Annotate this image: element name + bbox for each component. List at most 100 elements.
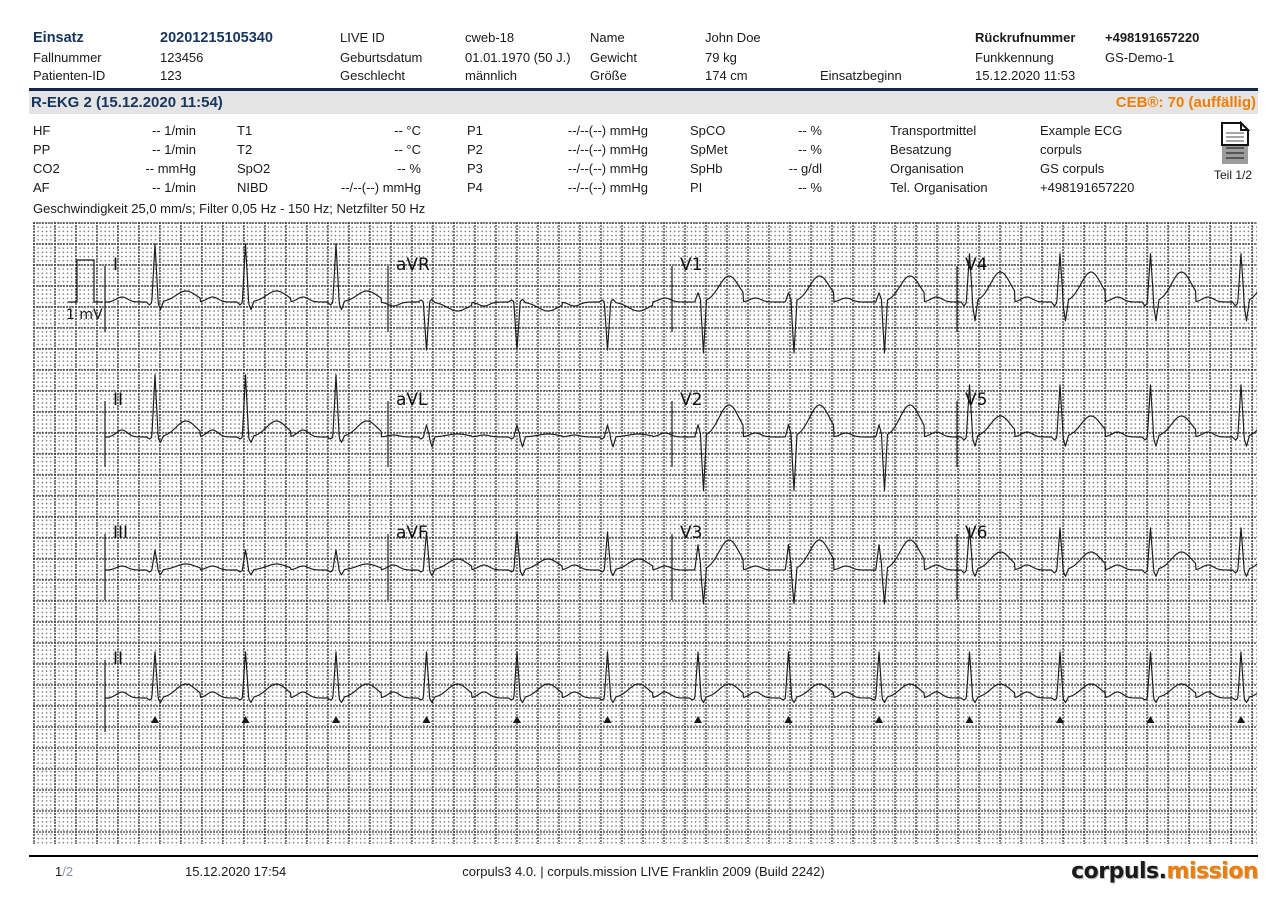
header-funkkennung-value: GS-Demo-1 (1105, 50, 1175, 65)
vital-value-spo2: -- % (397, 161, 421, 176)
header-rueckrufnummer-value: +498191657220 (1105, 30, 1200, 45)
header-geburtsdatum-value: 01.01.1970 (50 J.) (465, 50, 571, 65)
lead-label-ii: II (113, 649, 123, 669)
ecg-trace-row-4 (104, 651, 1257, 704)
vital-label-spo2: SpO2 (237, 161, 271, 176)
header-einsatzbeginn-value: 15.12.2020 11:53 (975, 68, 1076, 83)
vital-value-spmet: -- % (798, 142, 822, 157)
lead-label-v1: V1 (680, 255, 702, 275)
vital-value-spco: -- % (798, 123, 822, 138)
vital-value-hf: -- 1/min (151, 123, 196, 138)
vital-value-t1: -- °C (394, 123, 421, 138)
page-total: /2 (62, 864, 74, 879)
qrs-marker (603, 716, 612, 723)
application-info: corpuls3 4.0. | corpuls.mission LIVE Fra… (462, 864, 825, 879)
document-pages-icon (1221, 121, 1251, 164)
vital-label-besatzung: Besatzung (890, 142, 952, 157)
part-indicator: Teil 1/2 (1213, 168, 1253, 182)
vital-label-pi: PI (690, 180, 703, 195)
header-live-id-label: LIVE ID (340, 30, 385, 45)
header-groesse-value: 174 cm (705, 68, 748, 83)
qrs-marker (965, 716, 974, 723)
header-fallnummer-label: Fallnummer (33, 50, 102, 65)
corpuls-mission-logo: corpuls.mission (1071, 859, 1258, 884)
qrs-marker (151, 716, 159, 723)
qrs-marker (241, 716, 250, 723)
header-einsatz-label: Einsatz (33, 30, 84, 46)
vital-label-transportmittel: Transportmittel (890, 123, 977, 138)
logo-corpuls: corpuls. (1071, 859, 1167, 884)
qrs-marker (332, 716, 340, 723)
header-geschlecht-value: männlich (465, 68, 518, 83)
qrs-marker (513, 716, 521, 723)
vital-value-pp: -- 1/min (151, 142, 196, 157)
header-einsatzbeginn-label: Einsatzbeginn (820, 68, 902, 83)
vital-label-p4: P4 (467, 180, 483, 195)
print-datetime: 15.12.2020 17:54 (185, 864, 287, 879)
qrs-marker (875, 716, 883, 723)
report-title: R-EKG 2 (15.12.2020 11:54) (31, 94, 223, 111)
vital-value-nibd: --/--(--) mmHg (340, 180, 421, 195)
vital-value-p4: --/--(--) mmHg (567, 180, 648, 195)
vital-label-hf: HF (33, 123, 51, 138)
vital-value-p2: --/--(--) mmHg (567, 142, 648, 157)
header-groesse-label: Größe (590, 68, 627, 83)
calibration-label: 1 mV (66, 307, 103, 323)
header-geschlecht-label: Geschlecht (340, 68, 406, 83)
header-patienten-id-value: 123 (160, 68, 182, 83)
ecg-trace-row-1 (104, 243, 1257, 354)
qrs-marker (1056, 716, 1064, 723)
lead-label-iii: III (113, 523, 128, 543)
header-patienten-id-label: Patienten-ID (33, 68, 106, 83)
qrs-marker (784, 716, 793, 723)
header-name-value: John Doe (705, 30, 761, 45)
vital-value-tel-organisation: +498191657220 (1040, 180, 1135, 195)
vital-label-spmet: SpMet (690, 142, 728, 157)
vital-label-t1: T1 (237, 123, 253, 138)
vital-label-p2: P2 (467, 142, 483, 157)
lead-label-avr: aVR (396, 255, 430, 275)
vital-label-tel-organisation: Tel. Organisation (890, 180, 988, 195)
vital-label-nibd: NIBD (237, 180, 269, 195)
lead-label-i: I (113, 255, 118, 275)
header-funkkennung-label: Funkkennung (975, 50, 1054, 65)
ceb-score: CEB®: 70 (auffällig) (1115, 94, 1256, 111)
page-number: 1/2 (55, 864, 73, 879)
vital-value-organisation: GS corpuls (1040, 161, 1105, 176)
ecg-settings-line: Geschwindigkeit 25,0 mm/s; Filter 0,05 H… (33, 201, 426, 216)
header-gewicht-value: 79 kg (705, 50, 737, 65)
vital-label-t2: T2 (237, 142, 253, 157)
header-geburtsdatum-label: Geburtsdatum (340, 50, 423, 65)
vital-value-co2: -- mmHg (145, 161, 196, 176)
vital-value-sphb: -- g/dl (788, 161, 822, 176)
vital-value-pi: -- % (798, 180, 822, 195)
vital-value-t2: -- °C (394, 142, 421, 157)
lead-label-ii: II (113, 390, 123, 410)
vital-value-transportmittel: Example ECG (1040, 123, 1123, 138)
qrs-marker (1146, 716, 1155, 723)
qrs-marker (422, 716, 431, 723)
vital-label-co2: CO2 (33, 161, 60, 176)
vital-label-organisation: Organisation (890, 161, 964, 176)
vital-label-p3: P3 (467, 161, 483, 176)
vital-label-pp: PP (33, 142, 51, 157)
lead-label-v3: V3 (680, 523, 702, 543)
header-name-label: Name (590, 30, 625, 45)
vital-value-besatzung: corpuls (1040, 142, 1082, 157)
vital-value-af: -- 1/min (151, 180, 196, 195)
vital-value-p1: --/--(--) mmHg (567, 123, 648, 138)
report-title-bar: R-EKG 2 (15.12.2020 11:54) CEB®: 70 (auf… (29, 88, 1258, 114)
report-footer: 1/2 15.12.2020 17:54 corpuls3 4.0. | cor… (29, 855, 1259, 900)
logo-mission: mission (1166, 859, 1259, 884)
lead-label-avl: aVL (396, 390, 428, 410)
vital-value-p3: --/--(--) mmHg (567, 161, 648, 176)
vital-label-p1: P1 (467, 123, 483, 138)
ecg-trace-row-2 (104, 374, 1257, 492)
vital-label-sphb: SpHb (690, 161, 723, 176)
vital-label-spco: SpCO (690, 123, 726, 138)
vital-label-af: AF (33, 180, 50, 195)
header-live-id-value: cweb-18 (465, 30, 515, 45)
page-current: 1 (55, 864, 63, 879)
